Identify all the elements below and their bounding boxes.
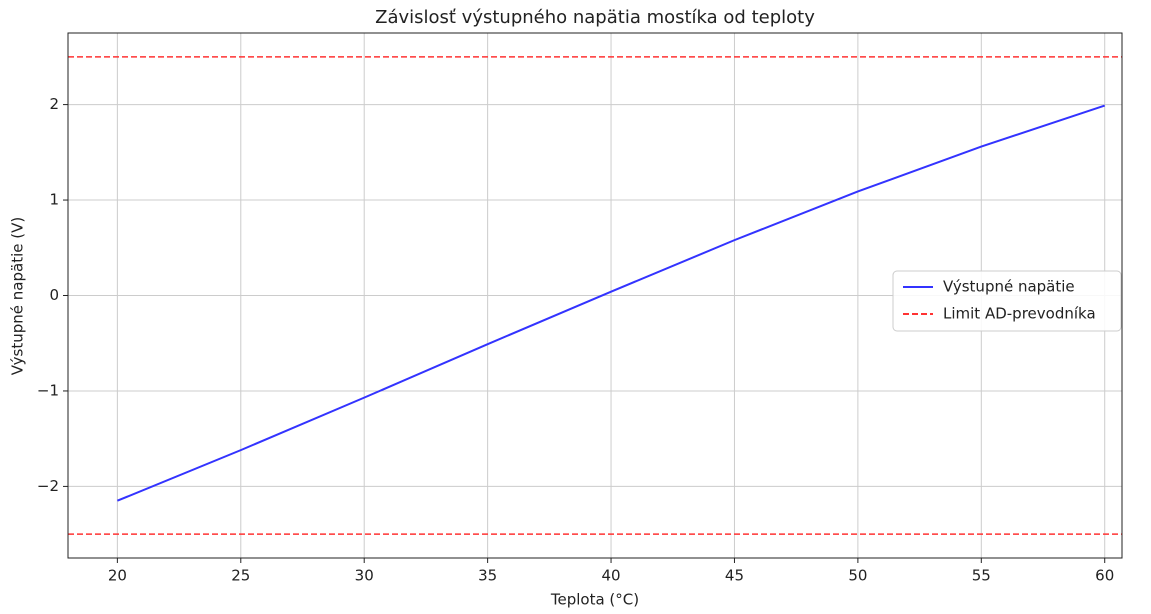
x-tick-label: 40	[601, 567, 620, 585]
y-tick-label: −1	[37, 381, 59, 399]
plot-frame	[67, 32, 1123, 559]
y-tick-label: 0	[49, 286, 59, 304]
legend-box	[892, 270, 1122, 332]
x-tick-label: 30	[355, 567, 374, 585]
data-line	[116, 104, 1106, 502]
x-tick-label: 45	[725, 567, 744, 585]
x-tick-label: 60	[1095, 567, 1114, 585]
legend-label: Výstupné napätie	[943, 278, 1075, 296]
x-tick-label: 25	[231, 567, 250, 585]
x-tick-label: 55	[972, 567, 991, 585]
y-tick-label: −2	[37, 477, 59, 495]
y-tick-label: 2	[49, 95, 59, 113]
x-tick-label: 50	[848, 567, 867, 585]
chart-title: Závislosť výstupného napätia mostíka od …	[375, 7, 815, 28]
x-axis-label: Teplota (°C)	[550, 591, 639, 609]
x-tick-label: 20	[108, 567, 127, 585]
legend-label: Limit AD-prevodníka	[943, 305, 1096, 323]
y-axis-label: Výstupné napätie (V)	[9, 217, 27, 375]
x-tick-label: 35	[478, 567, 497, 585]
y-tick-label: 1	[49, 191, 59, 209]
